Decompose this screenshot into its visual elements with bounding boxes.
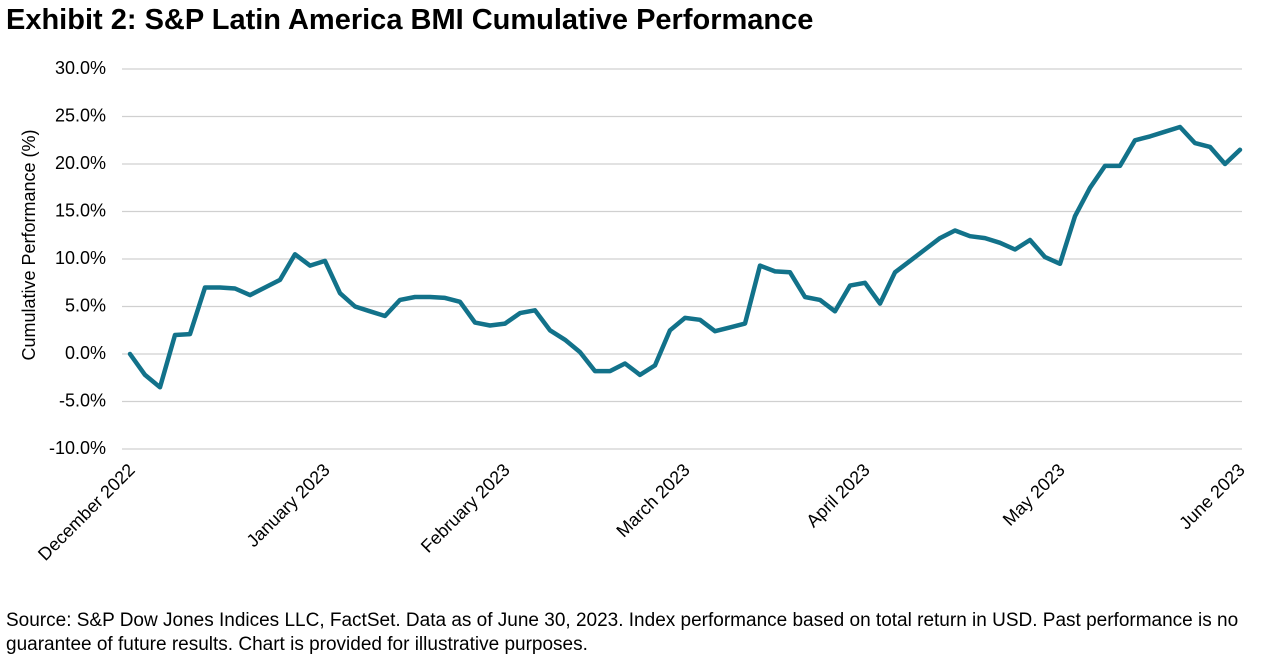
x-tick-label: January 2023 bbox=[243, 460, 334, 551]
y-tick-label: 0.0% bbox=[65, 343, 106, 363]
footnote: Source: S&P Dow Jones Indices LLC, FactS… bbox=[6, 610, 1239, 655]
y-tick-label: 15.0% bbox=[55, 200, 106, 220]
y-tick-label: -5.0% bbox=[59, 390, 106, 410]
y-tick-label: 25.0% bbox=[55, 105, 106, 125]
x-tick-label: May 2023 bbox=[999, 460, 1069, 530]
chart-title: Exhibit 2: S&P Latin America BMI Cumulat… bbox=[6, 4, 814, 36]
x-tick-label: April 2023 bbox=[802, 460, 873, 531]
x-tick-label: February 2023 bbox=[417, 460, 514, 557]
y-tick-label: -10.0% bbox=[49, 438, 106, 458]
x-tick-label: June 2023 bbox=[1175, 460, 1249, 534]
line bbox=[127, 124, 1243, 390]
y-axis-label: Cumulative Performance (%) bbox=[19, 129, 39, 360]
y-tick-label: 30.0% bbox=[55, 58, 106, 78]
x-tick-label: December 2022 bbox=[34, 460, 139, 565]
x-tick-label: March 2023 bbox=[612, 460, 693, 541]
y-tick-label: 5.0% bbox=[65, 295, 106, 315]
y-tick-label: 10.0% bbox=[55, 248, 106, 268]
y-tick-label: 20.0% bbox=[55, 153, 106, 173]
